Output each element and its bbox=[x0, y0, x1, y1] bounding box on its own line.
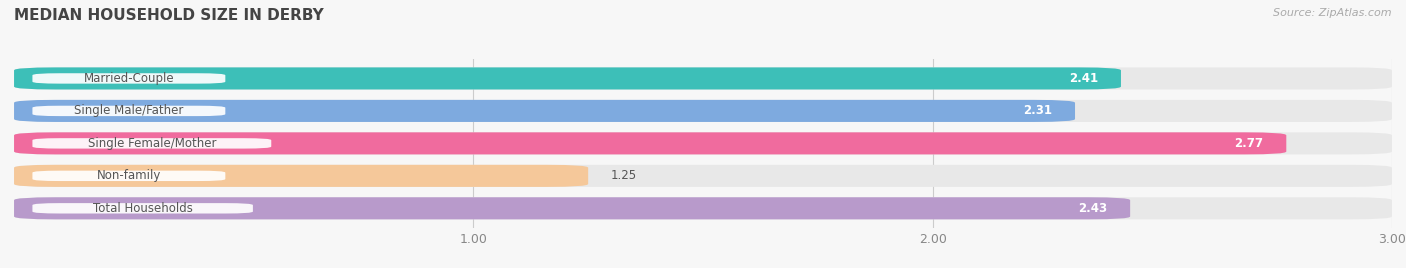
Text: 1.25: 1.25 bbox=[612, 169, 637, 182]
Text: 2.77: 2.77 bbox=[1234, 137, 1264, 150]
FancyBboxPatch shape bbox=[32, 138, 271, 148]
Text: MEDIAN HOUSEHOLD SIZE IN DERBY: MEDIAN HOUSEHOLD SIZE IN DERBY bbox=[14, 8, 323, 23]
Text: 2.43: 2.43 bbox=[1078, 202, 1107, 215]
FancyBboxPatch shape bbox=[32, 73, 225, 84]
FancyBboxPatch shape bbox=[14, 67, 1121, 90]
Text: Single Male/Father: Single Male/Father bbox=[75, 105, 184, 117]
FancyBboxPatch shape bbox=[14, 165, 588, 187]
Text: Source: ZipAtlas.com: Source: ZipAtlas.com bbox=[1274, 8, 1392, 18]
Text: Married-Couple: Married-Couple bbox=[83, 72, 174, 85]
FancyBboxPatch shape bbox=[14, 132, 1392, 154]
FancyBboxPatch shape bbox=[14, 197, 1392, 219]
Text: Single Female/Mother: Single Female/Mother bbox=[87, 137, 217, 150]
Text: Non-family: Non-family bbox=[97, 169, 162, 182]
FancyBboxPatch shape bbox=[14, 132, 1286, 154]
Text: 2.41: 2.41 bbox=[1069, 72, 1098, 85]
FancyBboxPatch shape bbox=[14, 100, 1392, 122]
FancyBboxPatch shape bbox=[14, 67, 1392, 90]
FancyBboxPatch shape bbox=[14, 197, 1130, 219]
FancyBboxPatch shape bbox=[32, 203, 253, 214]
FancyBboxPatch shape bbox=[14, 165, 1392, 187]
FancyBboxPatch shape bbox=[32, 106, 225, 116]
Text: Total Households: Total Households bbox=[93, 202, 193, 215]
Text: 2.31: 2.31 bbox=[1024, 105, 1052, 117]
FancyBboxPatch shape bbox=[32, 171, 225, 181]
FancyBboxPatch shape bbox=[14, 100, 1076, 122]
